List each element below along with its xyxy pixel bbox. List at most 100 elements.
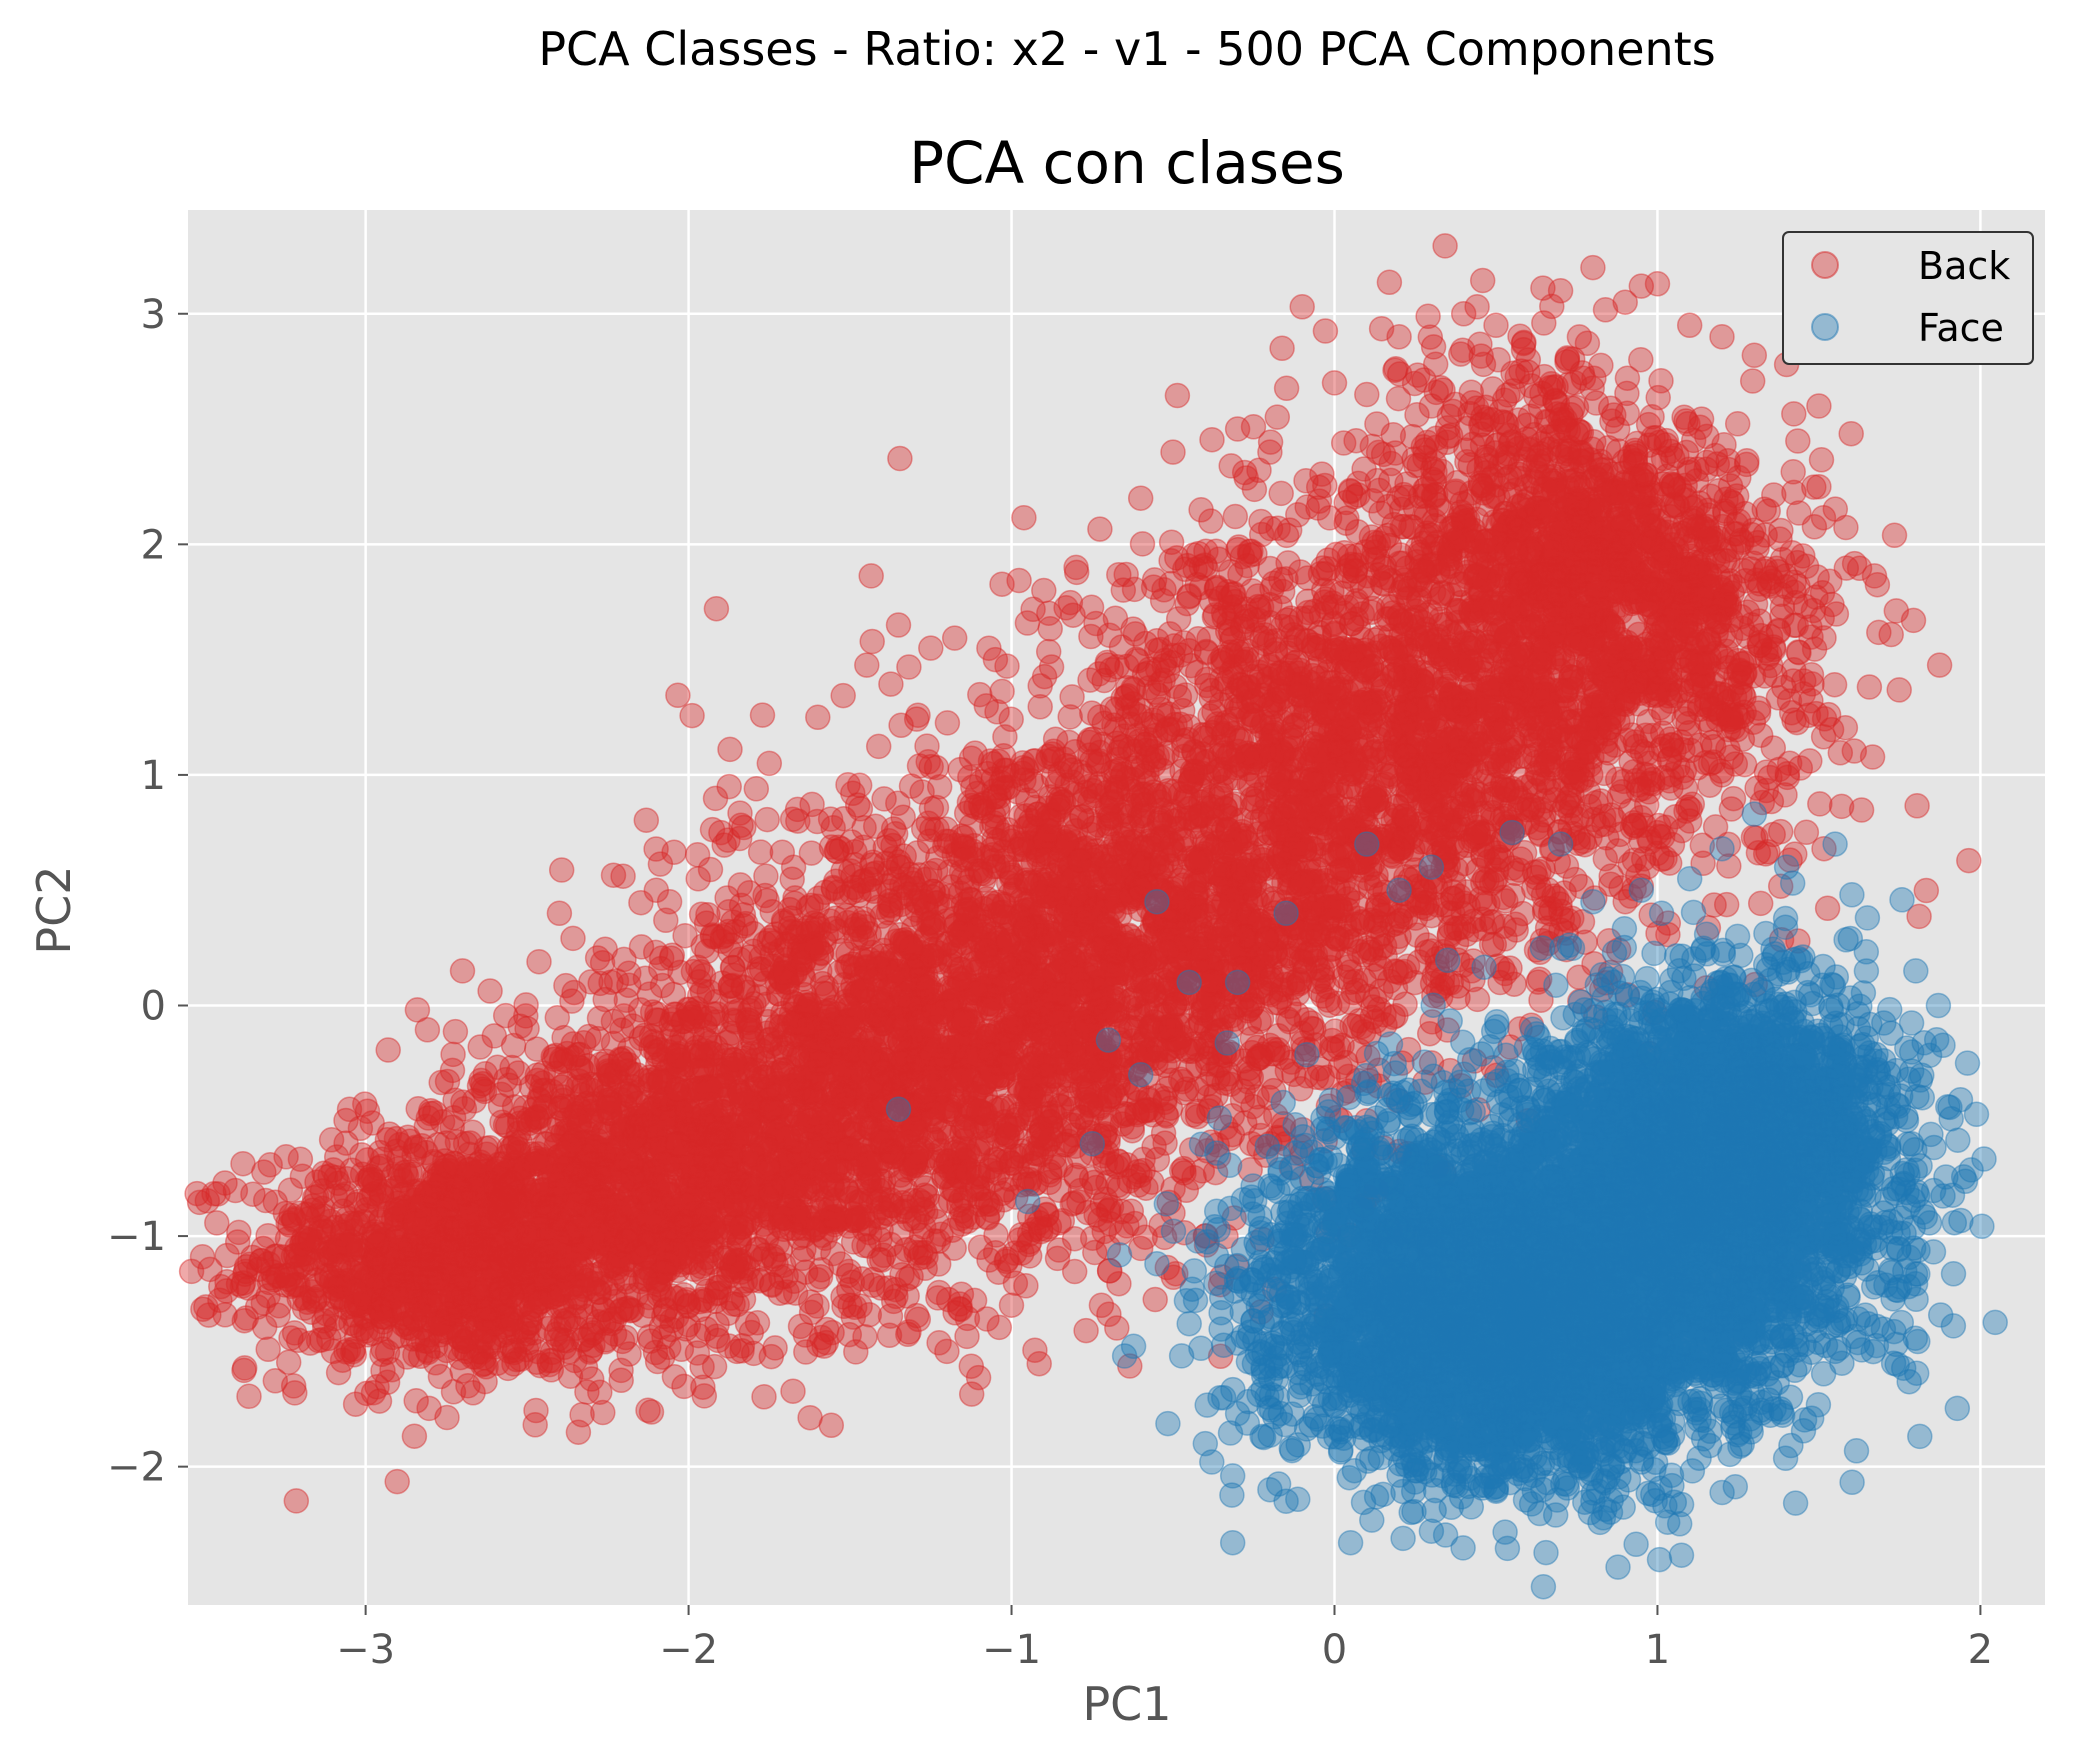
point-back [747, 839, 774, 865]
point-back [680, 958, 707, 985]
point-back [419, 1256, 446, 1282]
point-back [925, 1228, 952, 1255]
point-back [379, 1356, 405, 1383]
point-back [912, 1175, 939, 1201]
point-back [515, 1229, 541, 1256]
point-back [638, 1200, 664, 1227]
point-back [384, 1224, 410, 1250]
point-back [277, 1177, 304, 1203]
point-back [506, 1110, 533, 1136]
point-back [446, 1324, 472, 1350]
point-back [325, 1170, 352, 1197]
point-back [840, 1229, 867, 1255]
point-back [609, 1328, 636, 1355]
point-back [755, 1151, 781, 1178]
point-back [255, 1222, 281, 1249]
point-back [231, 1307, 258, 1334]
point-back [767, 1203, 794, 1230]
point-back [440, 1226, 467, 1252]
point-back [536, 1238, 563, 1265]
point-back [469, 1351, 496, 1378]
point-back [755, 1086, 782, 1113]
point-back [1017, 1166, 1043, 1193]
point-back [547, 1095, 574, 1121]
point-back [402, 1207, 428, 1233]
grid-lines [188, 210, 2045, 1605]
point-back [767, 1280, 793, 1306]
point-back [744, 1310, 771, 1336]
point-back [717, 1239, 743, 1266]
point-back [350, 1260, 377, 1287]
point-back [644, 1348, 671, 1375]
point-back [880, 1288, 907, 1315]
point-back [549, 1327, 576, 1353]
point-back [493, 1066, 519, 1093]
point-back [779, 806, 806, 833]
point-back [434, 1194, 461, 1220]
point-back [513, 992, 539, 1018]
point-back [852, 1324, 878, 1350]
point-back [394, 1218, 420, 1245]
point-back [942, 1300, 968, 1326]
point-back [948, 1187, 974, 1213]
point-back [1088, 1292, 1115, 1319]
point-back [375, 1037, 401, 1063]
point-back [697, 1091, 724, 1117]
point-back [387, 1234, 413, 1261]
point-back [404, 997, 431, 1023]
point-back [457, 1201, 484, 1227]
point-back [1046, 1210, 1072, 1236]
point-back [454, 1252, 480, 1278]
point-back [467, 1034, 493, 1060]
point-back [251, 1159, 277, 1185]
point-back [680, 1008, 707, 1034]
point-back [481, 1195, 508, 1221]
point-back [427, 1322, 454, 1348]
point-back [727, 872, 754, 898]
point-back [298, 1217, 324, 1244]
point-back [236, 1383, 262, 1410]
point-back [473, 1302, 500, 1329]
point-back [425, 1245, 451, 1271]
point-back [645, 1271, 671, 1298]
point-back [376, 1200, 402, 1227]
point-back [808, 1324, 835, 1351]
point-back [608, 1297, 635, 1323]
point-back [283, 1488, 310, 1514]
point-back [865, 733, 892, 760]
point-back [204, 1210, 230, 1236]
point-back [578, 1337, 604, 1364]
point-back [553, 972, 579, 999]
point-back [686, 1213, 713, 1239]
point-back [356, 1166, 383, 1192]
point-back [482, 1289, 509, 1316]
point-back [721, 962, 748, 989]
point-back [645, 1172, 671, 1198]
point-back [440, 1379, 467, 1405]
point-back [451, 1283, 477, 1309]
point-back [886, 1244, 912, 1270]
point-back [526, 948, 552, 975]
point-back [560, 1045, 586, 1071]
point-back [1026, 1350, 1052, 1377]
point-back [205, 1181, 231, 1207]
point-back [795, 1108, 822, 1134]
point-back [398, 1274, 424, 1300]
point-back [240, 1181, 266, 1207]
point-back [288, 1231, 315, 1257]
point-back [456, 1293, 482, 1320]
point-back [613, 1148, 640, 1174]
point-back [401, 1423, 428, 1449]
point-back [248, 1247, 275, 1274]
point-back [635, 1397, 661, 1424]
point-back [454, 1338, 480, 1365]
point-back [470, 1224, 496, 1251]
point-back [804, 1293, 830, 1319]
point-back [342, 1391, 369, 1417]
point-back [291, 1295, 318, 1321]
point-back [717, 736, 743, 763]
point-back [560, 925, 586, 952]
point-back [468, 1339, 495, 1365]
point-back [438, 1283, 465, 1310]
point-back [428, 1169, 454, 1196]
